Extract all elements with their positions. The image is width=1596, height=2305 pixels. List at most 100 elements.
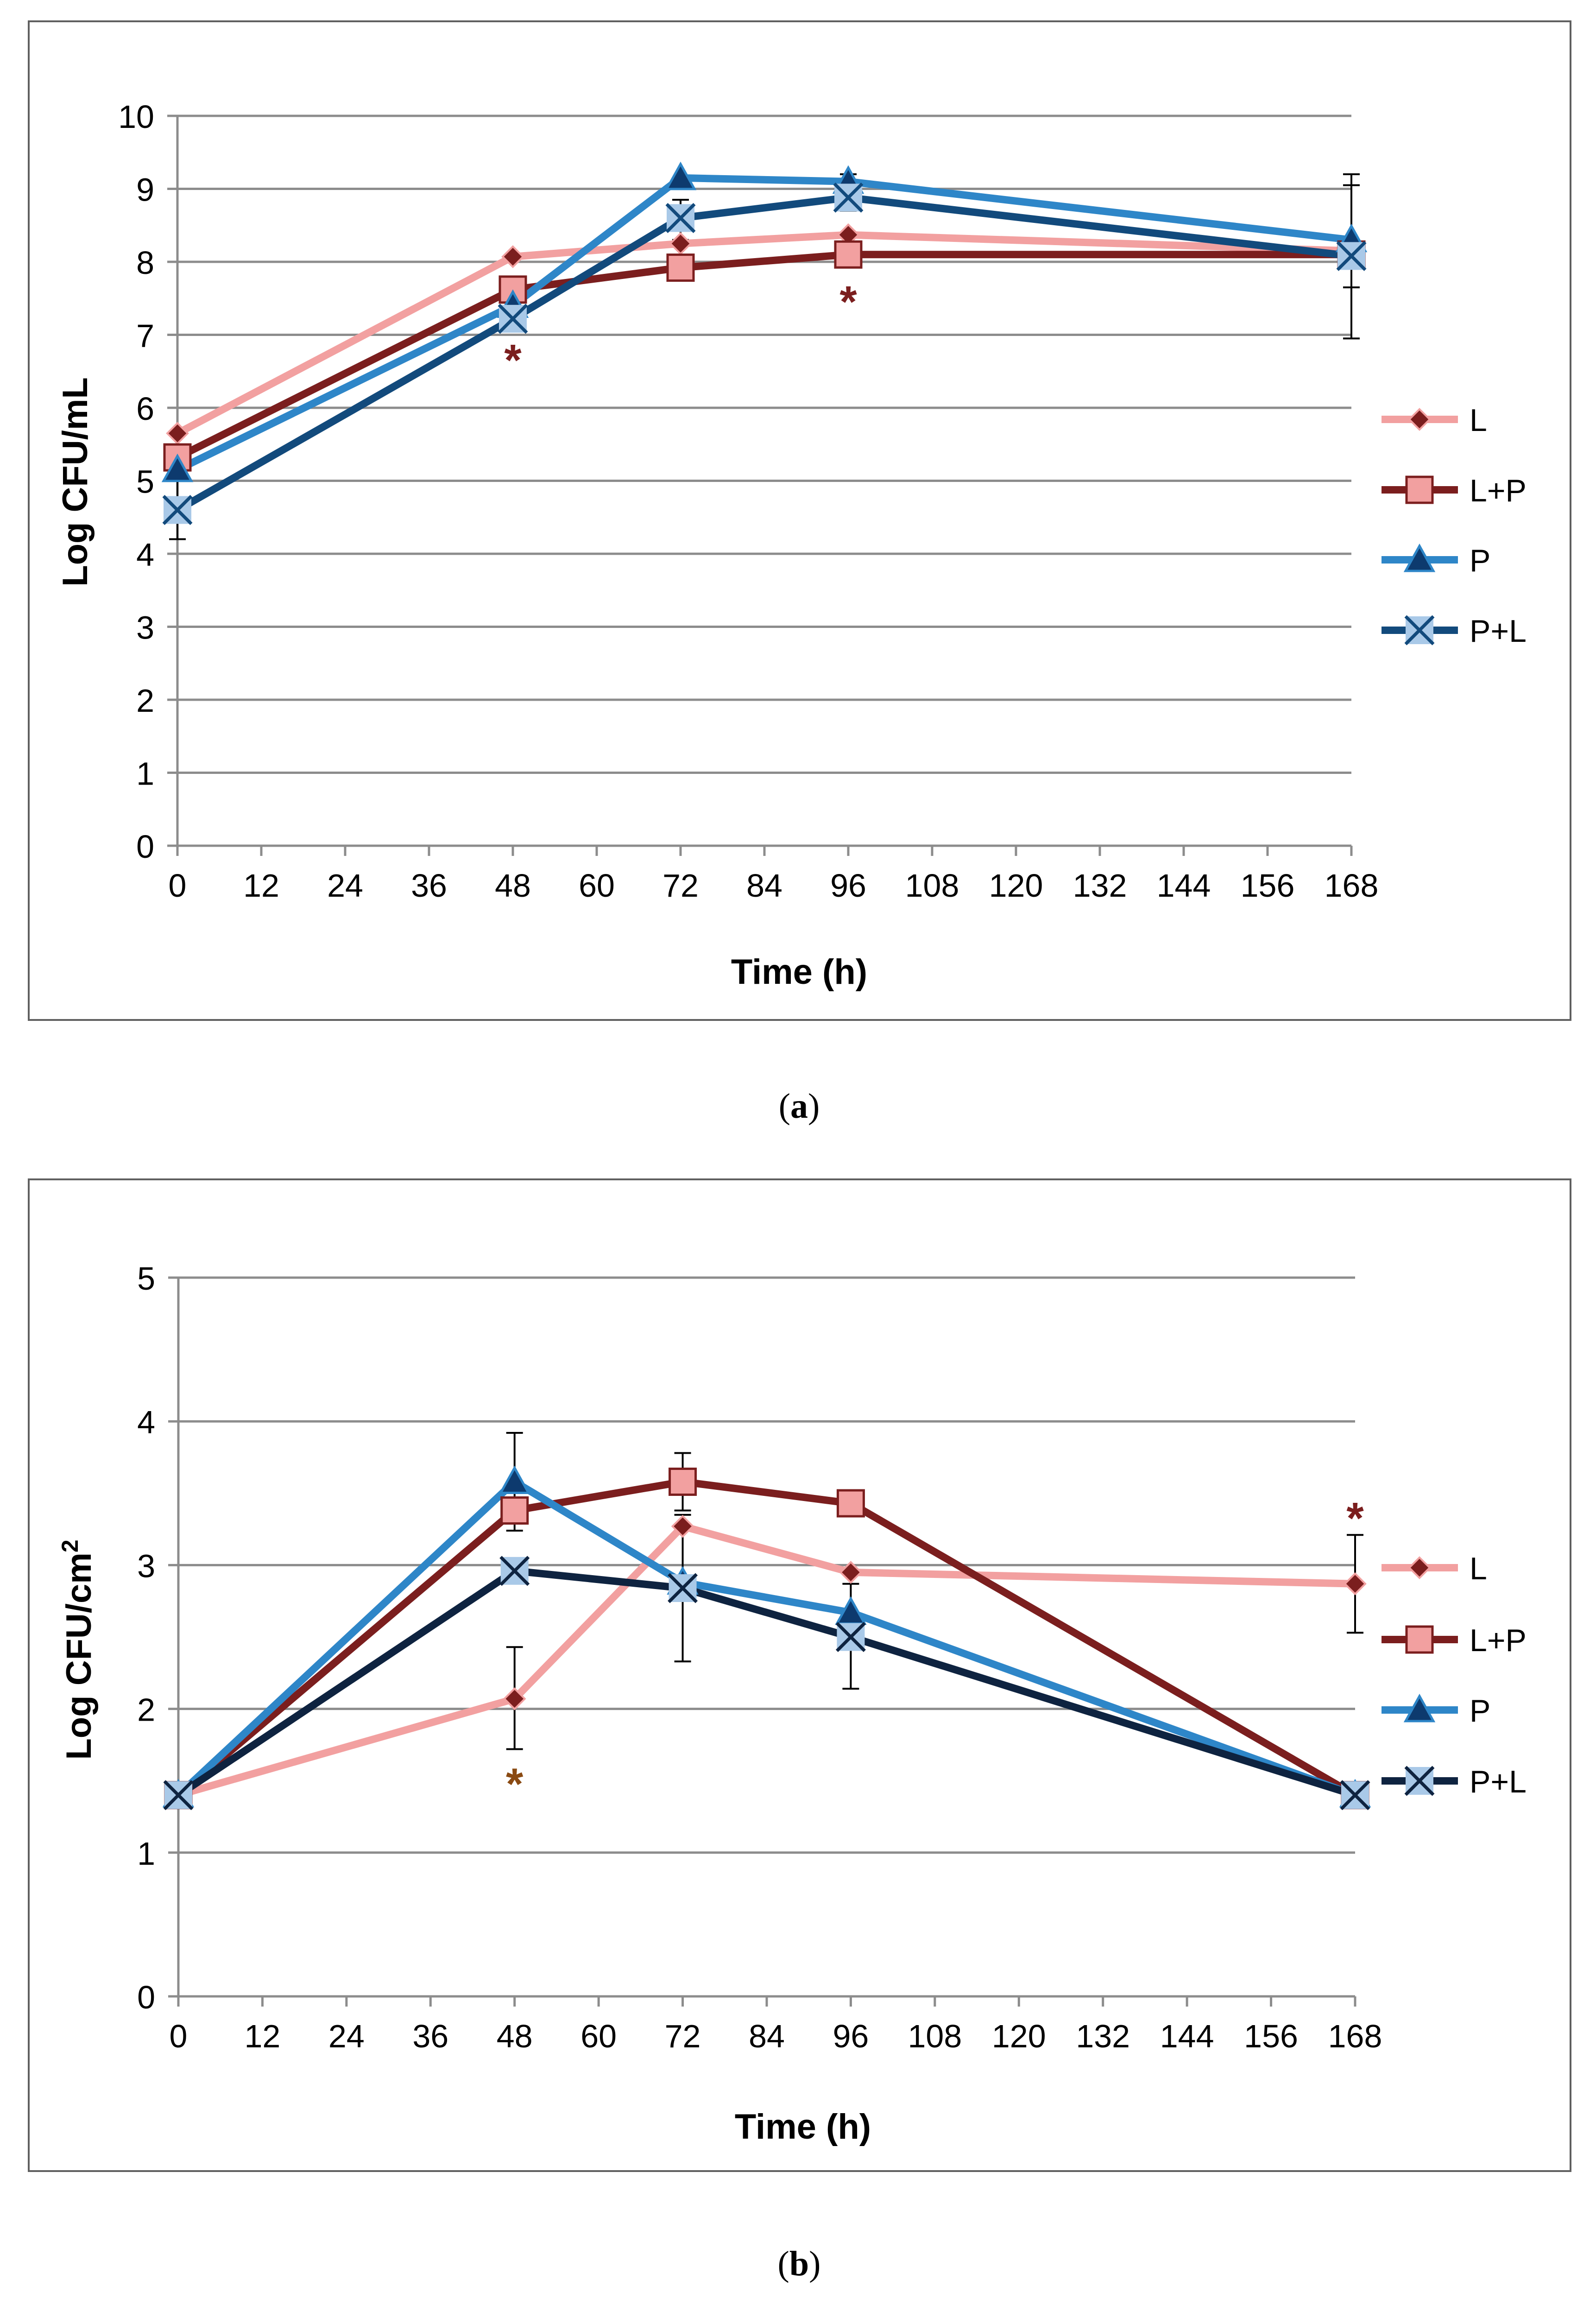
data-point-P+L-stroke2 [1336,241,1367,271]
x-tick-label: 84 [746,868,782,904]
data-point-P+L-stroke2 [665,203,696,233]
data-point-L [503,1687,526,1710]
y-axis-label: Log CFU/mL [56,377,95,587]
y-axis-label: Log CFU/cm2 [57,1539,99,1760]
legend-label: L [1470,1551,1487,1586]
y-tick-label: 4 [137,1404,155,1440]
legend-item-P+L: P+L [1382,614,1527,649]
y-tick-label: 8 [136,245,154,281]
x-tick-label: 72 [665,2018,701,2054]
y-tick-label: 7 [136,318,154,354]
data-point-L [671,1514,694,1538]
data-point-P+L-stroke2 [1340,1780,1370,1811]
series-markers [161,161,1368,525]
data-point-L+P [834,240,863,269]
legend-swatch-marker [1403,1693,1436,1722]
legend-swatch-marker-stroke2 [1404,615,1435,646]
data-point-P+L [833,182,864,213]
data-point-P+L [498,304,528,334]
y-tick-label: 10 [118,99,154,135]
data-point-P+L [665,203,696,233]
y-tick-label: 0 [137,1979,155,2015]
legend-item-L: L [1382,1551,1487,1586]
legend-swatch-marker [1403,543,1436,572]
x-tick-label: 0 [169,868,187,904]
grid [178,1276,1355,1854]
legend-swatch-marker [1404,615,1435,646]
legend-item-L+P: L+P [1382,1623,1527,1658]
y-tick-label: 2 [136,683,154,719]
chart-frame [28,1178,1571,2172]
x-axis-label: Time (h) [735,2107,871,2147]
data-point-L+P [500,1496,529,1525]
data-point-P+L-stroke2 [499,1556,530,1586]
x-tick-label: 168 [1328,2018,1382,2054]
data-point-P+L [499,1556,530,1586]
y-tick-label: 3 [137,1548,155,1584]
legend-label: P [1470,543,1490,578]
x-tick-label: 108 [908,2018,962,2054]
legend: L L+P P P+L [1382,403,1527,649]
legend-swatch-marker [1405,475,1434,504]
legend-swatch-marker [1404,1766,1435,1796]
x-tick-label: 132 [1076,2018,1130,2054]
significance-marker: * [506,1760,524,1809]
x-tick-label: 84 [749,2018,785,2054]
y-tick-label: 3 [136,610,154,646]
panel-label-a: a [790,1087,808,1126]
legend-item-P: P [1382,543,1490,578]
x-tick-label: 12 [243,868,279,904]
legend-item-L: L [1382,403,1487,438]
x-tick-label: 36 [411,868,447,904]
y-tick-label: 1 [136,756,154,792]
x-tick-label: 24 [328,2018,365,2054]
x-tick-label: 36 [412,2018,448,2054]
legend-swatch-marker [1408,1556,1431,1579]
data-point-P+L [668,1573,698,1603]
x-axis-label: Time (h) [731,952,867,992]
data-point-P+L-stroke2 [833,182,864,213]
y-axis-label-text: Log CFU/cm [59,1552,99,1760]
data-point-P+L-stroke2 [162,495,193,525]
x-tick-label: 72 [662,868,699,904]
legend-label: P [1470,1693,1490,1729]
x-tick-label: 156 [1244,2018,1298,2054]
y-tick-label: 6 [136,391,154,427]
data-point-P+L [1340,1780,1370,1811]
data-point-P+L [163,1780,194,1811]
y-tick-label: 4 [136,537,154,573]
legend: L L+P P P+L [1382,1551,1527,1799]
legend-label: L+P [1470,473,1527,508]
series-markers [162,1465,1371,1811]
panel-caption-a: (a) [779,1087,820,1126]
x-tick-label: 132 [1073,868,1127,904]
legend-swatch-marker [1405,1625,1434,1654]
x-tick-label: 96 [830,868,866,904]
legend-label: L+P [1470,1623,1527,1658]
data-point-P+L [162,495,193,525]
legend-item-L+P: L+P [1382,473,1527,508]
x-tick-label: 48 [497,2018,533,2054]
significance-marker: * [504,336,522,385]
significance-marker: * [839,277,857,327]
data-point-L [501,245,524,268]
data-point-P [498,1465,530,1494]
y-tick-label: 5 [137,1260,155,1297]
data-point-P+L-stroke2 [163,1780,194,1811]
x-tick-label: 120 [992,2018,1046,2054]
legend-item-P+L: P+L [1382,1764,1527,1799]
y-tick-label: 1 [137,1836,155,1872]
x-tick-label: 108 [905,868,959,904]
x-tick-label: 144 [1157,868,1211,904]
data-point-P+L [1336,241,1367,271]
data-point-L [839,1561,863,1584]
x-tick-label: 96 [833,2018,869,2054]
x-tick-label: 120 [989,868,1043,904]
significance-marker: * [1346,1494,1364,1543]
data-point-L+P [666,253,695,282]
x-tick-label: 156 [1241,868,1295,904]
